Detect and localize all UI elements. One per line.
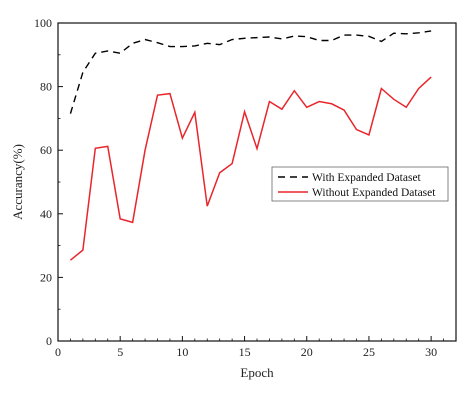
y-tick-label: 80 [40,80,52,94]
legend-box [271,166,449,202]
y-tick-label: 20 [40,270,52,284]
x-tick-label: 25 [363,345,375,359]
x-tick-label: 5 [117,345,123,359]
y-tick-label: 40 [40,207,52,221]
x-tick-label: 10 [176,345,188,359]
x-axis-label: Epoch [240,365,274,380]
legend-entry-with-expanded: With Expanded Dataset [312,172,422,184]
legend: With Expanded Dataset Without Expanded D… [271,166,449,202]
x-tick-label: 20 [301,345,313,359]
series-line-0 [69,30,432,114]
y-axis-label: Accurancy(%) [10,144,25,220]
x-tick-label: 0 [55,345,61,359]
y-tick-label: 60 [40,143,52,157]
y-tick-label: 0 [46,334,52,348]
series-line-1 [69,76,432,261]
x-tick-label: 15 [239,345,251,359]
legend-entry-without-expanded: Without Expanded Dataset [312,187,436,199]
y-tick-label: 100 [34,16,52,30]
x-tick-label: 30 [425,345,437,359]
